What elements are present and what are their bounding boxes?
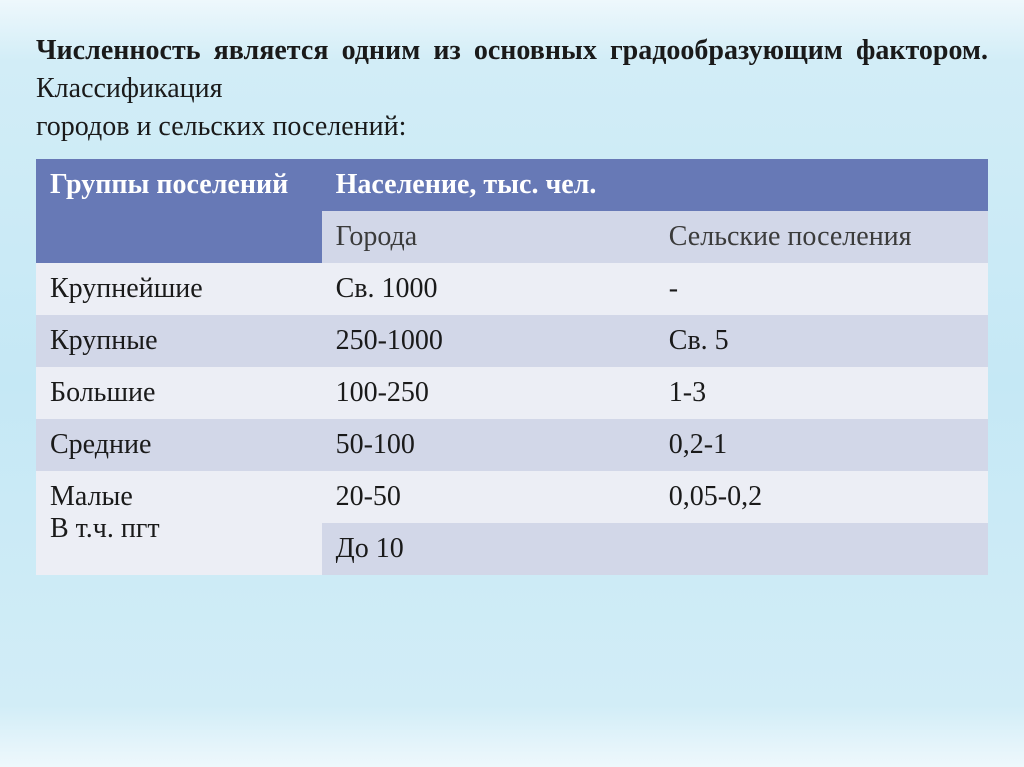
- cell-group-rowspan: МалыеВ т.ч. пгт: [36, 471, 322, 575]
- cell-city: До 10: [322, 523, 655, 575]
- table-row: Крупные 250-1000 Св. 5: [36, 315, 988, 367]
- cell-city: 20-50: [322, 471, 655, 523]
- heading-normal: Классификация: [36, 73, 223, 104]
- slide-heading: Численность является одним из основных г…: [36, 32, 988, 145]
- heading-bold: Численность является одним из основных г…: [36, 35, 988, 66]
- cell-group: Средние: [36, 419, 322, 471]
- cell-city: 100-250: [322, 367, 655, 419]
- cell-rural: Св. 5: [655, 315, 988, 367]
- table-row: МалыеВ т.ч. пгт 20-50 0,05-0,2: [36, 471, 988, 523]
- cell-city: 50-100: [322, 419, 655, 471]
- cell-rural: 0,2-1: [655, 419, 988, 471]
- cell-group: Крупнейшие: [36, 263, 322, 315]
- cell-rural: 1-3: [655, 367, 988, 419]
- cell-rural: 0,05-0,2: [655, 471, 988, 523]
- table-body: Крупнейшие Св. 1000 - Крупные 250-1000 С…: [36, 263, 988, 575]
- header-population: Население, тыс. чел.: [322, 159, 988, 211]
- cell-rural: -: [655, 263, 988, 315]
- cell-rural: [655, 523, 988, 575]
- table-row: Средние 50-100 0,2-1: [36, 419, 988, 471]
- cell-city: Св. 1000: [322, 263, 655, 315]
- cell-group: Крупные: [36, 315, 322, 367]
- table-row: Крупнейшие Св. 1000 -: [36, 263, 988, 315]
- heading-line2: городов и сельских поселений:: [36, 108, 988, 146]
- header-groups: Группы поселений: [36, 159, 322, 263]
- header-cities: Города: [322, 211, 655, 263]
- classification-table: Группы поселений Население, тыс. чел. Го…: [36, 159, 988, 575]
- header-rural: Сельские поселения: [655, 211, 988, 263]
- cell-group: Большие: [36, 367, 322, 419]
- cell-city: 250-1000: [322, 315, 655, 367]
- table-header-row-1: Группы поселений Население, тыс. чел.: [36, 159, 988, 211]
- table-row: Большие 100-250 1-3: [36, 367, 988, 419]
